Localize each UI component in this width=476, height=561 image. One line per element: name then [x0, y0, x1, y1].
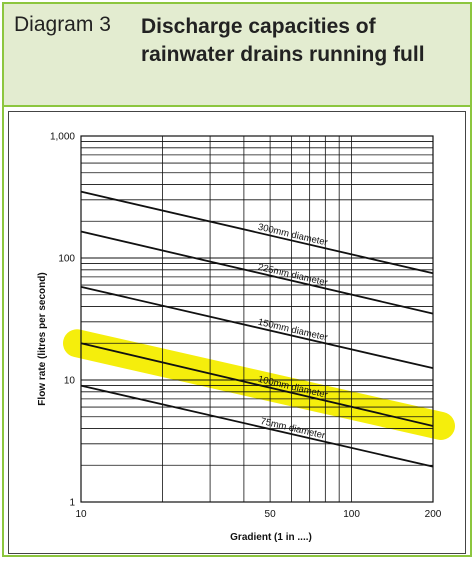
series-line-150mm-diameter — [80, 285, 434, 370]
x-tick-label: 100 — [343, 509, 360, 520]
x-axis-label: Gradient (1 in ....) — [230, 532, 312, 543]
series-line-100mm-diameter — [80, 342, 434, 427]
diagram-header: Diagram 3 Discharge capacities of rainwa… — [4, 4, 470, 107]
y-tick-label: 100 — [58, 254, 75, 265]
x-tick-label: 200 — [425, 509, 442, 520]
diagram-frame: Diagram 3 Discharge capacities of rainwa… — [2, 2, 472, 557]
y-tick-label: 10 — [64, 376, 76, 387]
y-tick-label: 1 — [69, 498, 75, 509]
diagram-title: Discharge capacities of rainwater drains… — [141, 15, 425, 66]
series-line-75mm-diameter — [80, 384, 434, 468]
y-axis-label: Flow rate (litres per second) — [37, 272, 48, 405]
plot-area — [80, 135, 434, 503]
x-tick-label: 50 — [265, 509, 277, 520]
x-tick-label: 10 — [75, 509, 87, 520]
diagram-number-label: Diagram 3 — [14, 13, 111, 36]
series-label: 75mm diameter — [259, 416, 326, 442]
chart-container: 300mm diameter 225mm diameter 150mm diamet… — [8, 111, 466, 554]
series-line-225mm-diameter — [80, 230, 434, 315]
series-line-300mm-diameter — [80, 190, 434, 275]
y-tick-label: 1,000 — [50, 132, 75, 143]
